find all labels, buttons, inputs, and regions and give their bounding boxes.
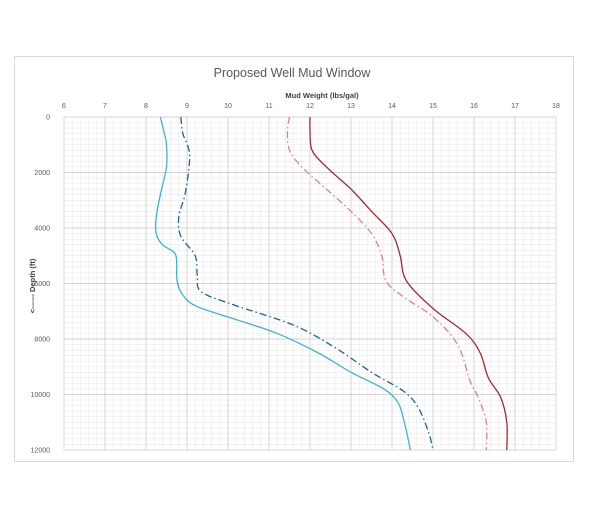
series-line-1 [154, 116, 412, 451]
x-tick-label: 9 [185, 103, 189, 110]
x-tick-label: 8 [144, 103, 148, 110]
y-tick-label: 10000 [31, 392, 51, 399]
series-line-3 [286, 116, 488, 451]
chart-title: Proposed Well Mud Window [214, 66, 372, 80]
y-tick-label: 2000 [34, 170, 50, 177]
y-tick-label: 12000 [31, 448, 51, 455]
series-line-4 [309, 116, 508, 451]
chart-frame: Proposed Well Mud Window Mud Weight (lbs… [14, 56, 574, 462]
y-tick-label: 0 [46, 115, 50, 122]
chart-svg: Proposed Well Mud Window Mud Weight (lbs… [28, 66, 560, 455]
x-tick-label: 6 [62, 103, 66, 110]
series-line-2 [177, 116, 434, 451]
x-tick-label: 14 [388, 103, 396, 110]
x-tick-label: 15 [429, 103, 437, 110]
x-tick-label: 16 [470, 103, 478, 110]
x-tick-label: 11 [265, 103, 272, 110]
y-tick-label: 4000 [34, 226, 50, 233]
x-tick-label: 18 [552, 103, 560, 110]
x-tick-label: 13 [347, 103, 355, 110]
x-tick-label: 12 [306, 103, 314, 110]
x-tick-label: 10 [224, 103, 232, 110]
y-tick-label: 6000 [34, 281, 50, 288]
series-lines [154, 116, 508, 451]
x-axis-title: Mud Weight (lbs/gal) [285, 91, 359, 100]
grid [63, 116, 557, 451]
x-tick-label: 17 [511, 103, 519, 110]
y-tick-label: 8000 [34, 337, 50, 344]
tick-labels: 6 7 8 9 10 11 12 13 14 15 16 17 18 0 2000 4000 6000 8000 1… [31, 103, 560, 455]
x-tick-label: 7 [103, 103, 107, 110]
y-axis-title: <------ Depth (ft) [28, 258, 37, 313]
